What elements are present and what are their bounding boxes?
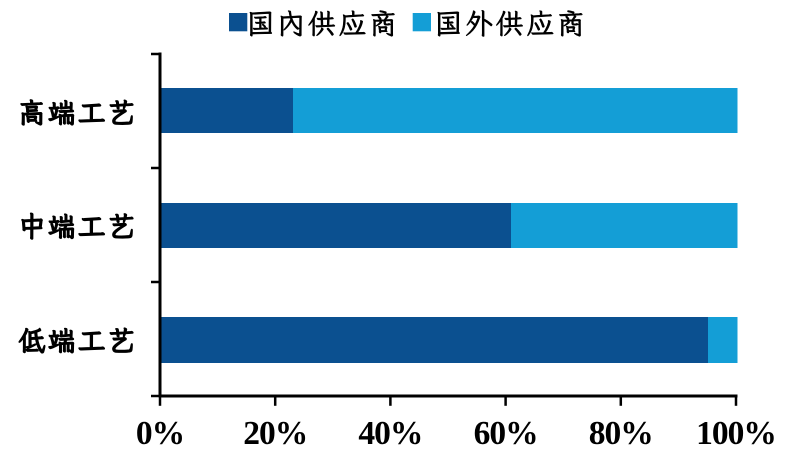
svg-text:100%: 100% bbox=[696, 415, 776, 451]
svg-text:60%: 60% bbox=[474, 415, 538, 451]
svg-text:40%: 40% bbox=[358, 415, 422, 451]
svg-text:0%: 0% bbox=[136, 415, 184, 451]
svg-text:80%: 80% bbox=[589, 415, 653, 451]
svg-text:20%: 20% bbox=[243, 415, 307, 451]
